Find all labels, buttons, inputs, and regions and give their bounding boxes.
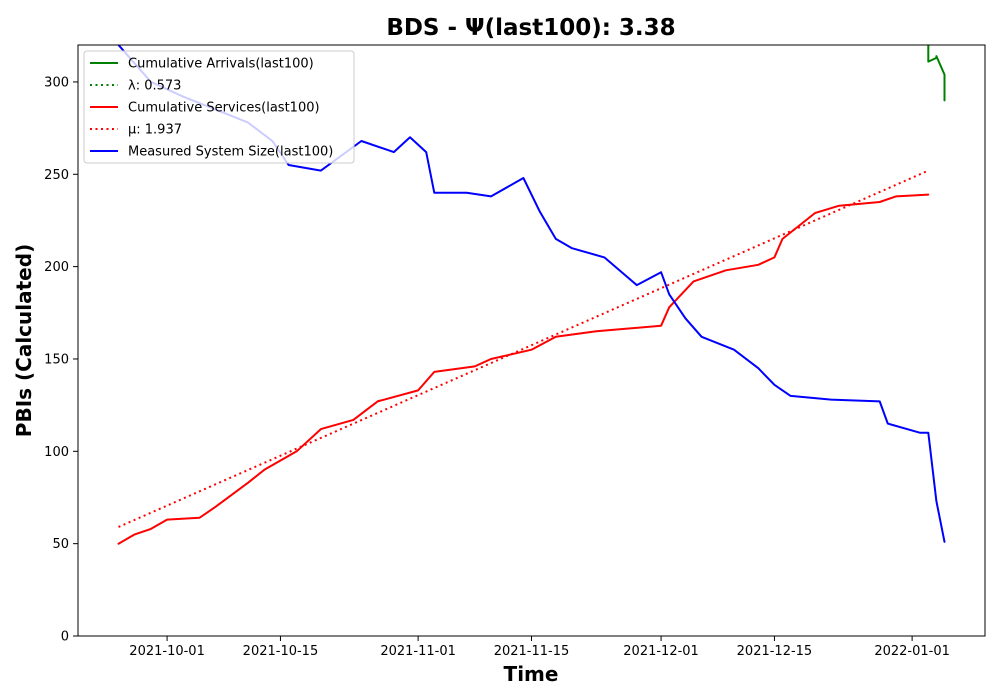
x-tick-label: 2022-01-01 — [874, 644, 950, 659]
x-tick-label: 2021-11-15 — [494, 644, 570, 659]
legend-label-4: μ: 1.937 — [128, 123, 182, 138]
series-line-3 — [117, 193, 930, 545]
legend-label-2: λ: 0.573 — [128, 79, 181, 94]
x-axis: 2021-10-01 2021-10-15 2021-11-01 2021-11-15… — [129, 636, 950, 659]
y-axis: 0 50 100 150 200 250 300 — [44, 75, 78, 645]
x-axis-label: Time — [504, 662, 559, 686]
series-line-4 — [118, 169, 929, 528]
y-tick-label: 250 — [44, 168, 69, 183]
series-line-1 — [927, 45, 946, 102]
legend-label-3: Cumulative Services(last100) — [128, 101, 320, 116]
x-tick-label: 2021-10-01 — [129, 644, 205, 659]
x-tick-label: 2021-12-15 — [737, 644, 813, 659]
legend-label-1: Cumulative Arrivals(last100) — [128, 57, 314, 72]
y-tick-label: 150 — [44, 352, 69, 367]
legend-box — [83, 50, 355, 164]
chart-title: BDS - Ψ(last100): 3.38 — [386, 15, 675, 41]
x-tick-label: 2021-11-01 — [380, 644, 456, 659]
y-tick-label: 0 — [61, 630, 69, 645]
x-tick-label: 2021-10-15 — [243, 644, 319, 659]
y-tick-label: 100 — [44, 445, 69, 460]
y-tick-label: 200 — [44, 260, 69, 275]
y-tick-label: 300 — [44, 75, 69, 90]
legend-label-5: Measured System Size(last100) — [128, 145, 333, 160]
legend: Cumulative Arrivals(last100) λ: 0.573 Cumu… — [83, 50, 355, 164]
y-tick-label: 50 — [52, 537, 69, 552]
y-axis-label: PBIs (Calculated) — [12, 244, 36, 437]
x-tick-label: 2021-12-01 — [623, 644, 699, 659]
